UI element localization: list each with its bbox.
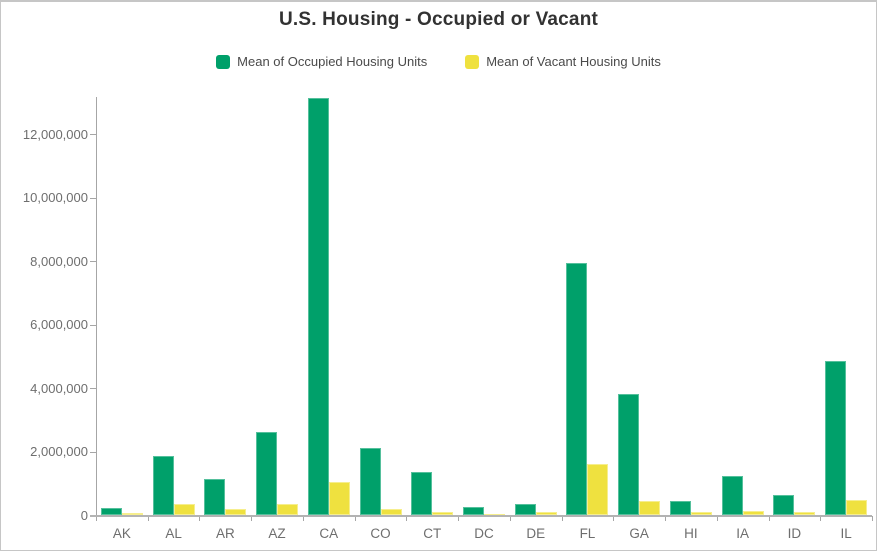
x-axis-label-HI: HI: [684, 526, 698, 541]
bar-occupied-AR[interactable]: [204, 479, 226, 515]
y-axis-tick-label: 8,000,000: [30, 253, 88, 269]
x-axis-label-AK: AK: [112, 526, 131, 541]
bar-vacant-AR[interactable]: [225, 509, 247, 515]
x-axis-tick: [509, 516, 511, 521]
bar-occupied-CA[interactable]: [307, 98, 329, 515]
bar-vacant-IA[interactable]: [742, 510, 764, 515]
bar-vacant-ID[interactable]: [794, 512, 816, 515]
x-axis-tick: [199, 516, 201, 521]
bar-occupied-CT[interactable]: [411, 472, 433, 515]
x-axis-tick: [354, 516, 356, 521]
x-axis-label-AR: AR: [215, 526, 235, 541]
x-axis-tick: [406, 516, 408, 521]
x-axis-tick: [458, 516, 460, 521]
x-axis-tick: [768, 516, 770, 521]
x-axis-label-IL: IL: [840, 526, 852, 541]
x-axis-tick: [251, 516, 253, 521]
bar-vacant-AK[interactable]: [121, 513, 143, 516]
occupied-series-swatch-icon: [216, 54, 231, 69]
x-axis-label-AZ: AZ: [268, 526, 286, 541]
y-axis-tick-label: 12,000,000: [22, 126, 88, 142]
bar-occupied-AZ[interactable]: [256, 432, 278, 515]
bar-vacant-GA[interactable]: [639, 500, 661, 515]
x-axis-label-DC: DC: [474, 526, 494, 541]
bar-vacant-CT[interactable]: [432, 511, 454, 515]
bar-occupied-ID[interactable]: [773, 495, 795, 515]
bar-occupied-IA[interactable]: [721, 475, 743, 515]
bar-occupied-AK[interactable]: [100, 507, 122, 515]
x-axis-label-CO: CO: [370, 526, 391, 541]
legend-label-vacant: Mean of Vacant Housing Units: [486, 54, 661, 69]
y-axis-tick-label: 6,000,000: [30, 317, 88, 333]
x-axis-tick: [147, 516, 149, 521]
bar-occupied-HI[interactable]: [669, 501, 691, 515]
y-axis-tick-label: 0: [80, 507, 88, 523]
bar-occupied-GA[interactable]: [618, 393, 640, 515]
legend-label-occupied: Mean of Occupied Housing Units: [237, 54, 428, 69]
bar-occupied-AL[interactable]: [152, 456, 174, 515]
bar-occupied-DE[interactable]: [514, 503, 536, 515]
y-axis-tick-label: 2,000,000: [30, 444, 88, 460]
x-axis-tick: [872, 516, 873, 521]
y-axis-tick-label: 4,000,000: [30, 380, 88, 396]
x-axis-label-AL: AL: [165, 526, 182, 541]
bar-occupied-FL[interactable]: [566, 263, 588, 515]
x-axis-tick: [820, 516, 822, 521]
x-axis-label-CT: CT: [423, 526, 442, 541]
x-axis-tick: [96, 516, 97, 521]
y-axis-tick: [90, 134, 96, 136]
bar-occupied-CO[interactable]: [359, 448, 381, 515]
chart-legend: Mean of Occupied Housing Units Mean of V…: [1, 54, 876, 69]
x-axis-tick: [302, 516, 304, 521]
x-axis-label-FL: FL: [579, 526, 596, 541]
chart-title: U.S. Housing - Occupied or Vacant: [278, 9, 599, 30]
y-axis-line: [96, 97, 97, 516]
x-axis-tick: [665, 516, 667, 521]
x-axis-tick: [561, 516, 563, 521]
bar-vacant-AL[interactable]: [173, 504, 195, 515]
x-axis-tick: [613, 516, 615, 521]
vacant-series-swatch-icon: [465, 54, 480, 69]
x-axis-label-DE: DE: [526, 526, 546, 541]
bar-vacant-IL[interactable]: [846, 500, 868, 515]
bar-vacant-CO[interactable]: [380, 509, 402, 515]
x-axis-label-IA: IA: [736, 526, 750, 541]
bar-vacant-DE[interactable]: [535, 512, 557, 515]
y-axis-tick: [90, 324, 96, 326]
bar-vacant-FL[interactable]: [587, 463, 609, 515]
y-axis-tick: [90, 451, 96, 453]
bar-occupied-DC[interactable]: [463, 506, 484, 515]
x-axis-label-GA: GA: [629, 526, 649, 541]
legend-item-vacant[interactable]: Mean of Vacant Housing Units: [465, 54, 661, 69]
y-axis-tick-label: 10,000,000: [22, 190, 88, 206]
bar-vacant-HI[interactable]: [690, 512, 712, 515]
bar-vacant-AZ[interactable]: [277, 503, 299, 515]
x-axis-tick: [716, 516, 718, 521]
y-axis-tick: [90, 197, 96, 199]
x-axis-label-CA: CA: [319, 526, 339, 541]
bar-vacant-CA[interactable]: [328, 481, 350, 515]
x-axis-label-ID: ID: [787, 526, 802, 541]
bar-occupied-IL[interactable]: [825, 361, 847, 515]
legend-item-occupied[interactable]: Mean of Occupied Housing Units: [216, 54, 427, 69]
x-axis-baseline: [90, 515, 872, 517]
y-axis-tick: [90, 261, 96, 263]
y-axis-tick: [90, 388, 96, 390]
